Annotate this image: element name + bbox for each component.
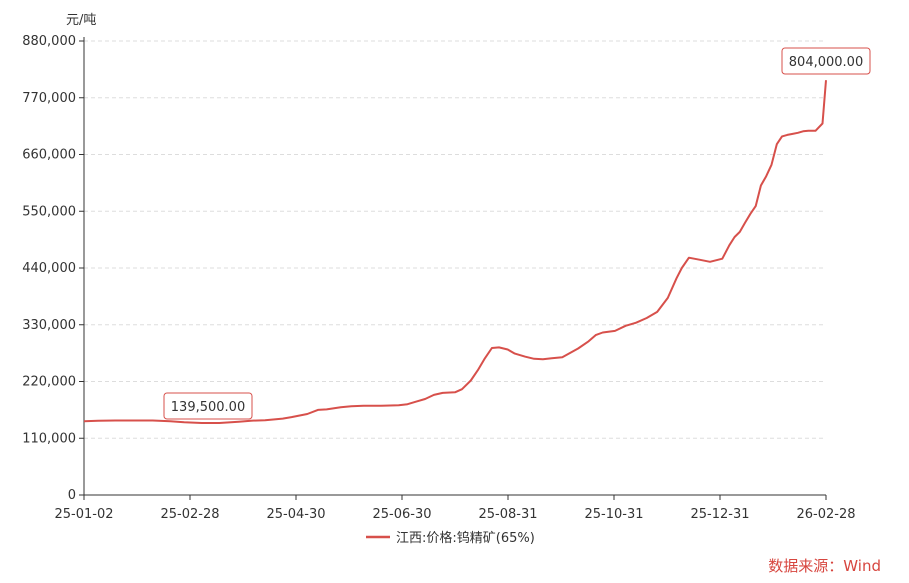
legend: 江西:价格:钨精矿(65%)	[366, 530, 535, 546]
y-tick-label: 770,000	[22, 91, 76, 106]
callout-box	[163, 392, 253, 420]
value-callouts: 139,500.00 804,000.00	[163, 47, 871, 420]
y-tick-label: 0	[68, 488, 76, 503]
x-tick-label: 25-02-28	[160, 507, 219, 522]
value-callout: 139,500.00	[163, 392, 253, 420]
x-tick-label: 25-12-31	[690, 507, 749, 522]
y-tick-label: 440,000	[22, 261, 76, 276]
y-tick-labels: 0 110,000 220,000 330,000 440,000 550,000 660,…	[22, 34, 76, 503]
axes	[79, 37, 827, 500]
y-tick-label: 550,000	[22, 204, 76, 219]
data-source-label: 数据来源：Wind	[768, 557, 881, 575]
x-tick-label: 25-01-02	[54, 507, 113, 522]
x-tick-label: 26-02-28	[796, 507, 855, 522]
y-tick-label: 330,000	[22, 318, 76, 333]
callout-box	[781, 47, 871, 75]
x-tick-labels: 25-01-02 25-02-28 25-04-30 25-06-30 25-08-31…	[54, 507, 855, 522]
x-tick-label: 25-06-30	[372, 507, 431, 522]
gridlines	[84, 40, 826, 439]
y-axis-unit-label: 元/吨	[66, 13, 96, 28]
callout-label: 139,500.00	[171, 400, 245, 415]
callout-label: 804,000.00	[789, 55, 863, 70]
x-tick-label: 25-08-31	[478, 507, 537, 522]
series-line	[83, 80, 827, 424]
x-tick-label: 25-10-31	[584, 507, 643, 522]
y-tick-label: 220,000	[22, 375, 76, 390]
value-callout: 804,000.00	[781, 47, 871, 75]
series-lines	[83, 80, 827, 424]
legend-label: 江西:价格:钨精矿(65%)	[396, 530, 535, 546]
y-tick-label: 110,000	[22, 431, 76, 446]
y-tick-label: 660,000	[22, 148, 76, 163]
x-tick-label: 25-04-30	[266, 507, 325, 522]
y-tick-label: 880,000	[22, 34, 76, 49]
